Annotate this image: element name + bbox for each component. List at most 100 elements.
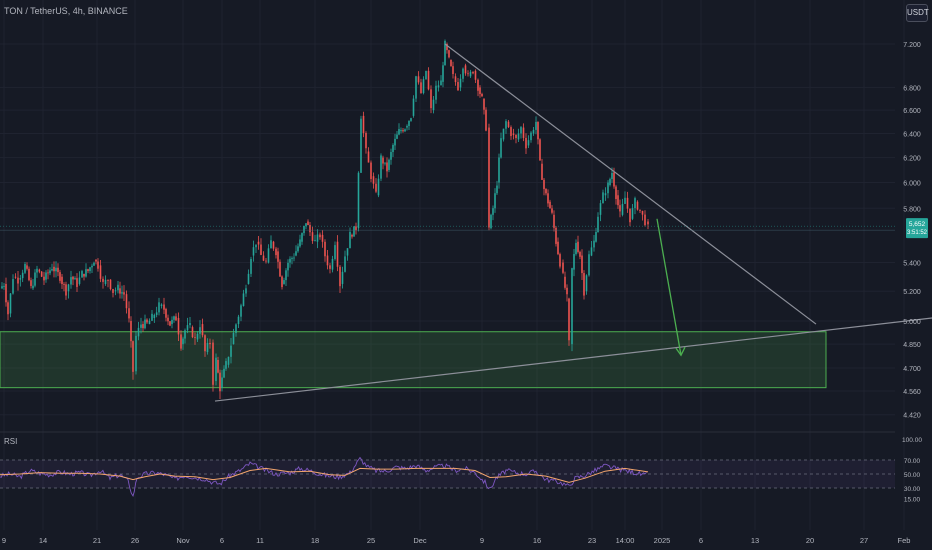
candle-body [252, 247, 255, 256]
candle-body [83, 273, 85, 277]
candle-body [109, 279, 112, 290]
candle-body [57, 267, 59, 273]
price-tag-countdown: 3:51:52 [907, 230, 928, 236]
candle-body [602, 192, 604, 204]
time-tick-label: 27 [860, 536, 868, 545]
candle-body [257, 241, 260, 245]
candle-body [307, 221, 309, 226]
candle-body [51, 269, 53, 271]
candle-body [19, 278, 22, 280]
candle-body [160, 304, 163, 306]
candle-body [636, 201, 639, 210]
currency-button[interactable]: USDT [906, 4, 929, 22]
rsi-pane[interactable] [0, 456, 895, 497]
candle-body [334, 245, 336, 259]
candle-body [410, 118, 412, 121]
candle-body [112, 289, 114, 293]
candle-body [104, 279, 107, 284]
candle-body [217, 359, 219, 373]
candle-body [130, 321, 132, 342]
candle-body [377, 178, 380, 196]
candle-body [353, 226, 355, 237]
candle-body [119, 288, 121, 294]
price-tick-label: 6.800 [903, 85, 921, 92]
candle-body [194, 337, 196, 338]
candle-body [81, 271, 83, 278]
candle-body [45, 272, 47, 280]
candle-body [232, 332, 235, 345]
time-tick-label: 26 [131, 536, 139, 545]
time-axis[interactable]: 9 14 21 26 Nov 6 11 18 25 Dec 9 16 23 14:00 2025 6 13 20 2… [2, 536, 911, 545]
candle-body [169, 321, 171, 326]
candle-body [432, 99, 435, 111]
candle-body [485, 109, 487, 131]
candle-body [349, 231, 351, 249]
candle-body [490, 214, 492, 229]
candle-body [384, 162, 386, 164]
symbol-title[interactable]: TON / TetherUS, 4h, BINANCE [4, 6, 128, 16]
candle-body [305, 223, 307, 227]
candle-body [95, 259, 97, 262]
candle-body [448, 50, 450, 58]
candle-body [9, 293, 12, 314]
candle-body [17, 277, 19, 284]
candle-body [415, 76, 417, 99]
candle-body [153, 314, 156, 318]
last-price-tag: 5,652 3:51:52 [906, 218, 928, 239]
candle-body [604, 193, 607, 196]
rsi-axis[interactable]: 100.00 70.00 50.00 30.00 15.00 [902, 437, 922, 504]
candle-body [566, 287, 568, 295]
candle-body [128, 308, 130, 319]
candle-body [309, 225, 311, 233]
candle-body [420, 82, 422, 94]
candle-body [319, 234, 321, 238]
candle-body [400, 130, 402, 132]
candle-body [631, 208, 634, 219]
candle-body [575, 242, 577, 255]
candle-body [186, 325, 189, 331]
candle-body [277, 251, 279, 262]
candle-body [97, 261, 99, 269]
candle-body [611, 173, 613, 180]
candle-body [577, 241, 579, 252]
candle-body [595, 231, 597, 242]
candle-body [78, 277, 81, 284]
candle-body [267, 248, 270, 263]
candle-body [167, 317, 169, 322]
candle-body [367, 151, 370, 163]
candle-body [99, 265, 102, 279]
price-tick-label: 6.000 [903, 181, 921, 188]
candle-body [87, 269, 89, 272]
candle-body [189, 323, 191, 326]
candle-body [299, 239, 301, 247]
candle-body [30, 280, 32, 286]
time-tick-label: 21 [93, 536, 101, 545]
trendline [444, 43, 817, 325]
price-tick-label: 4.560 [903, 389, 921, 396]
candle-body [641, 210, 644, 215]
candle-body [237, 316, 240, 325]
trendline [214, 317, 932, 402]
price-axis[interactable]: 7.200 6.800 6.600 6.400 6.200 6.000 5.800 5.400… [903, 42, 921, 420]
rsi-label[interactable]: RSI [4, 437, 18, 446]
candle-body [517, 133, 520, 140]
price-tick-label: 6.400 [903, 131, 921, 138]
candle-body [142, 324, 144, 329]
candle-body [512, 133, 515, 135]
candle-body [324, 241, 326, 257]
candle-body [444, 40, 446, 66]
candle-body [270, 240, 272, 249]
candle-body [53, 266, 55, 272]
candle-body [388, 159, 390, 170]
candle-body [65, 284, 67, 296]
candle-body [355, 226, 357, 231]
candle-body [372, 176, 375, 184]
candle-body [265, 260, 267, 262]
time-tick-label: 20 [806, 536, 814, 545]
candle-body [351, 234, 353, 237]
candle-body [539, 139, 541, 161]
rsi-ma-line [0, 467, 649, 483]
candle-body [430, 89, 432, 109]
